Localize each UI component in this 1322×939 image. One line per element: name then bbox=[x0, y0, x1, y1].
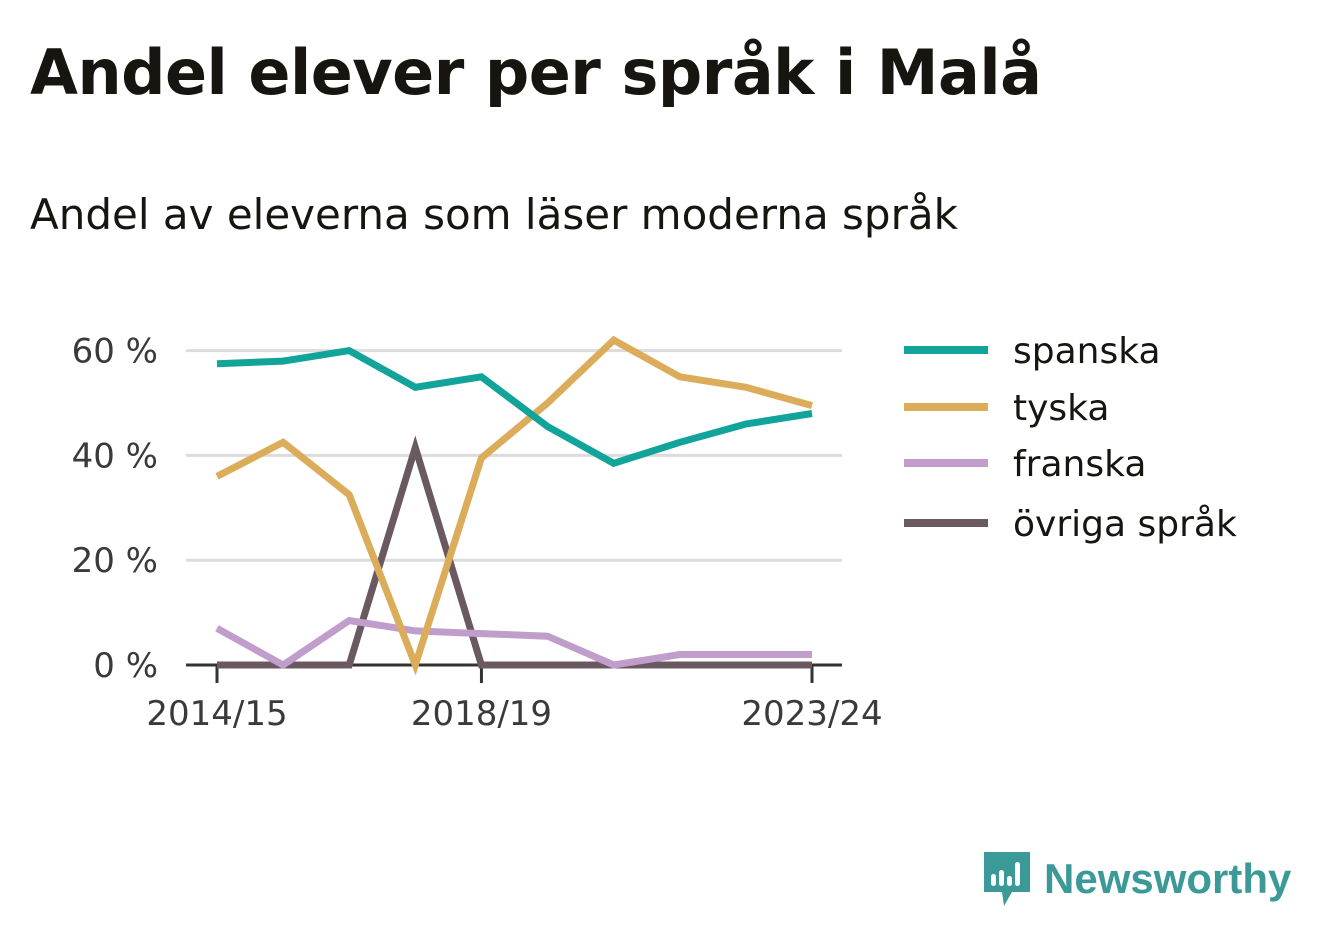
brand-name: Newsworthy bbox=[1044, 855, 1292, 902]
series-line-övriga-språk bbox=[217, 435, 812, 669]
legend: spanska tyska franska övriga språk bbox=[904, 331, 1237, 545]
y-tick-label: 20 % bbox=[72, 541, 158, 581]
x-tick-label: 2023/24 bbox=[741, 694, 882, 734]
legend-label: franska bbox=[1013, 444, 1146, 485]
x-tick-label: 2018/19 bbox=[411, 694, 552, 734]
gridlines bbox=[186, 349, 842, 562]
y-tick-label: 40 % bbox=[72, 436, 158, 476]
series-line-tyska bbox=[215, 335, 813, 676]
x-axis: 2014/15 2018/19 2023/24 bbox=[146, 663, 883, 734]
legend-label: spanska bbox=[1013, 331, 1161, 372]
series-lines bbox=[215, 335, 813, 676]
series-line-spanska bbox=[216, 346, 813, 468]
line-chart: 0 % 20 % 40 % 60 % 2014/15 2018/19 2023/24 sp… bbox=[72, 331, 1237, 734]
chart-title: Andel elever per språk i Malå bbox=[30, 36, 1042, 109]
x-tick-label: 2014/15 bbox=[146, 694, 287, 734]
chart-subtitle: Andel av eleverna som läser moderna språ… bbox=[30, 190, 958, 239]
y-tick-label: 0 % bbox=[93, 646, 158, 686]
y-tick-label: 60 % bbox=[72, 332, 158, 372]
legend-label: tyska bbox=[1013, 388, 1109, 429]
newsworthy-logo: Newsworthy bbox=[982, 850, 1291, 908]
y-axis-ticks: 0 % 20 % 40 % 60 % bbox=[72, 332, 158, 686]
series-line-franska bbox=[215, 616, 812, 670]
legend-label: övriga språk bbox=[1013, 504, 1237, 545]
newsworthy-icon bbox=[984, 852, 1030, 906]
